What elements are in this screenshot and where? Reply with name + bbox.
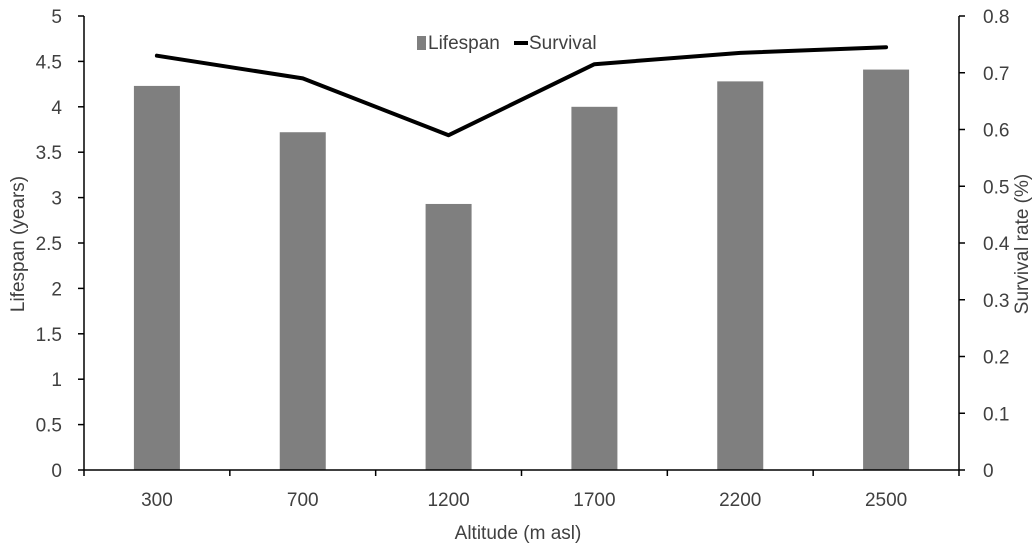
left-tick-label: 0.5 xyxy=(36,416,62,437)
left-tick-label: 0 xyxy=(51,461,62,482)
x-tick-label: 2500 xyxy=(865,490,907,511)
bar-300 xyxy=(133,85,180,470)
survival-point-2200 xyxy=(739,52,741,54)
right-tick-label: 0.1 xyxy=(983,404,1009,425)
right-tick-label: 0.2 xyxy=(983,348,1009,369)
bar-2200 xyxy=(717,81,764,470)
survival-point-300 xyxy=(156,55,158,57)
right-tick-label: 0.5 xyxy=(983,177,1009,198)
left-tick-label: 1.5 xyxy=(36,325,62,346)
left-tick-label: 1 xyxy=(51,370,62,391)
right-tick-label: 0.3 xyxy=(983,291,1009,312)
survival-point-1200 xyxy=(448,134,450,136)
right-tick-label: 0.4 xyxy=(983,234,1010,255)
survival-line xyxy=(154,45,889,138)
x-tick-label: 700 xyxy=(287,490,319,511)
left-tick-label: 3 xyxy=(51,189,62,210)
right-tick-label: 0.7 xyxy=(983,64,1009,85)
line-series-survival xyxy=(154,45,889,138)
left-tick-label: 2 xyxy=(51,279,62,300)
legend: Lifespan Survival xyxy=(417,33,597,54)
bar-series-lifespan xyxy=(133,69,910,471)
x-tick-label: 1700 xyxy=(573,490,615,511)
left-axis-ticks: 0 0.5 1 1.5 2 2.5 3 3.5 4 4.5 5 xyxy=(36,7,84,482)
legend-swatch-lifespan xyxy=(417,36,426,50)
x-axis-title: Altitude (m asl) xyxy=(455,523,582,544)
left-tick-label: 2.5 xyxy=(36,234,62,255)
legend-label-lifespan: Lifespan xyxy=(428,33,500,54)
axes xyxy=(83,16,960,471)
bar-1700 xyxy=(571,106,618,471)
right-axis-title: Survival rate (%) xyxy=(1012,174,1033,314)
survival-point-700 xyxy=(302,77,304,79)
right-tick-label: 0.6 xyxy=(983,121,1009,142)
x-tick-label: 2200 xyxy=(719,490,761,511)
x-tick-label: 300 xyxy=(141,490,173,511)
left-axis-title: Lifespan (years) xyxy=(8,176,29,312)
x-axis-ticks: 300 700 1200 1700 2200 2500 xyxy=(83,470,960,511)
bar-700 xyxy=(279,132,326,470)
right-tick-label: 0 xyxy=(983,461,994,482)
left-tick-label: 4 xyxy=(51,98,62,119)
legend-label-survival: Survival xyxy=(529,33,597,54)
right-tick-label: 0.8 xyxy=(983,7,1009,28)
survival-point-2500 xyxy=(885,46,887,48)
left-tick-label: 5 xyxy=(51,7,62,28)
survival-point-1700 xyxy=(593,63,595,65)
left-tick-label: 4.5 xyxy=(36,52,62,73)
left-tick-label: 3.5 xyxy=(36,143,62,164)
bar-2500 xyxy=(863,69,910,471)
right-axis-ticks: 0 0.1 0.2 0.3 0.4 0.5 0.6 0.7 0.8 xyxy=(959,7,1010,482)
bar-1200 xyxy=(425,203,472,470)
x-tick-label: 1200 xyxy=(427,490,469,511)
